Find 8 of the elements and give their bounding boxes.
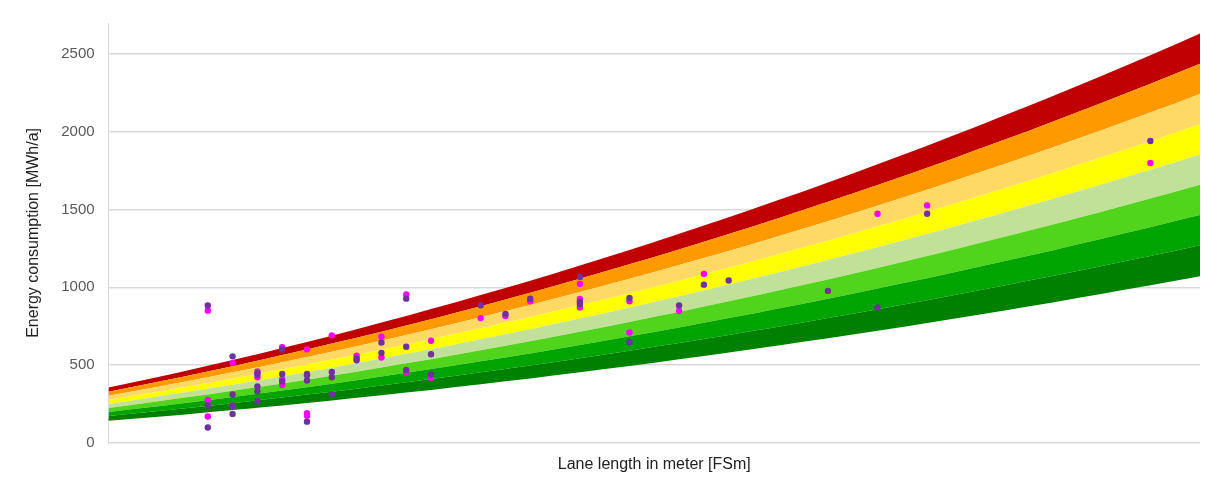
y-tick-label: 500 (69, 355, 95, 373)
y-axis-title: Energy consumption [MWh/a] (24, 127, 42, 338)
y-tick-label: 0 (86, 432, 95, 450)
y-tick-label: 2000 (61, 121, 95, 139)
y-tick-label: 1500 (61, 199, 95, 217)
y-tick-label: 1000 (61, 277, 95, 295)
y-tick-label: 2500 (61, 44, 95, 62)
x-axis-title: Lane length in meter [FSm] (557, 454, 751, 472)
